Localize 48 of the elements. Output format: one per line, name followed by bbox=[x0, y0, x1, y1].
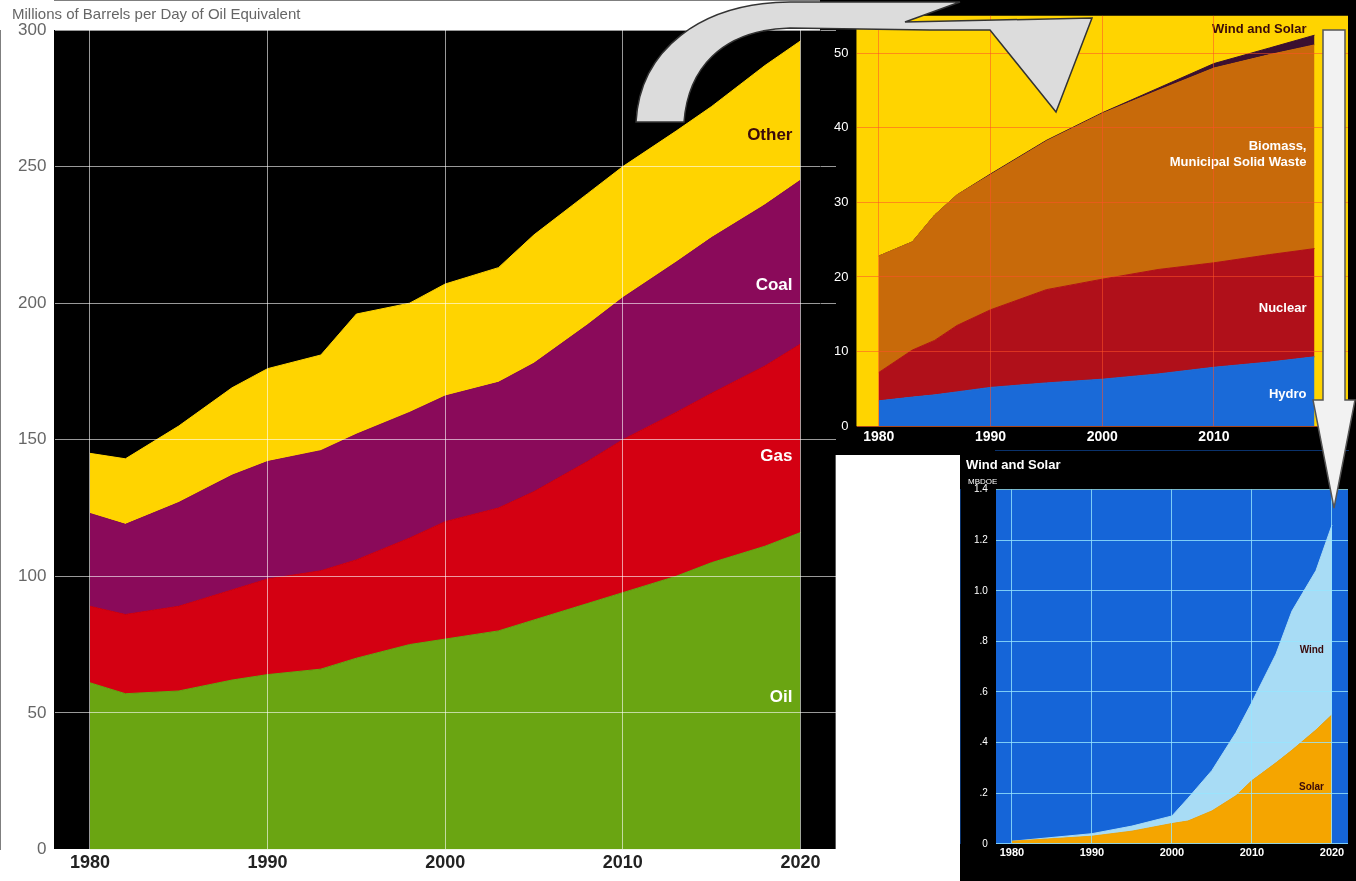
x-tick-label: 1990 bbox=[1079, 846, 1105, 859]
y-tick-label: 1.2 bbox=[974, 533, 989, 545]
y-tick-label: 40 bbox=[833, 119, 849, 135]
x-tick-label: 2010 bbox=[602, 852, 643, 873]
y-tick-label: 50 bbox=[833, 44, 849, 60]
y-tick-label: 0 bbox=[982, 837, 989, 849]
x-tick-label: 2020 bbox=[780, 852, 821, 873]
series-label: Wind and Solar bbox=[1211, 21, 1307, 37]
y-tick-label: .8 bbox=[979, 635, 989, 647]
x-tick-label: 1990 bbox=[247, 852, 288, 873]
y-axis-title: Millions of Barrels per Day of Oil Equivalent bbox=[12, 4, 302, 22]
x-tick-label: 2000 bbox=[425, 852, 466, 873]
y-tick-label: 50 bbox=[27, 702, 47, 722]
x-tick-label: 2010 bbox=[1198, 428, 1230, 445]
y-tick-label: 10 bbox=[833, 343, 849, 359]
series-label: Solar bbox=[1298, 780, 1325, 792]
chart-title: Wind and Solar bbox=[966, 457, 1061, 473]
series-label: Hydro bbox=[1268, 385, 1307, 401]
series-label: Oil bbox=[769, 687, 793, 707]
x-tick-label: 2000 bbox=[1159, 846, 1185, 859]
y-tick-label: 200 bbox=[17, 292, 47, 312]
y-tick-label: 0 bbox=[841, 417, 849, 433]
y-tick-label: 100 bbox=[17, 565, 47, 585]
series-label: Other bbox=[747, 124, 793, 144]
y-tick-label: 0 bbox=[36, 839, 47, 859]
x-tick-label: 1990 bbox=[974, 428, 1007, 445]
y-tick-label: 20 bbox=[833, 268, 849, 284]
y-tick-label: 150 bbox=[17, 429, 47, 449]
series-label: Wind bbox=[1299, 644, 1324, 656]
y-tick-label: .2 bbox=[979, 786, 989, 798]
x-tick-label: 1980 bbox=[863, 428, 895, 445]
x-tick-label: 2020 bbox=[1319, 846, 1345, 859]
x-tick-label: 2000 bbox=[1086, 428, 1119, 445]
series-label: Coal bbox=[755, 275, 793, 295]
series-label: Biomass, Municipal Solid Waste bbox=[1169, 138, 1307, 170]
y-tick-label: 250 bbox=[17, 156, 47, 176]
x-tick-label: 2010 bbox=[1239, 846, 1265, 859]
y-tick-label: .6 bbox=[979, 685, 989, 697]
y-axis-title: MBDOE bbox=[968, 476, 998, 486]
y-tick-label: 30 bbox=[833, 193, 849, 209]
series-label: Gas bbox=[760, 445, 793, 465]
y-tick-label: 300 bbox=[17, 19, 47, 39]
y-tick-label: 1.0 bbox=[974, 584, 989, 596]
x-tick-label: 1980 bbox=[999, 846, 1025, 859]
y-tick-label: 1.4 bbox=[974, 483, 989, 495]
series-label: Nuclear bbox=[1258, 299, 1307, 315]
y-tick-label: .4 bbox=[979, 736, 989, 748]
x-tick-label: 1980 bbox=[69, 852, 110, 873]
